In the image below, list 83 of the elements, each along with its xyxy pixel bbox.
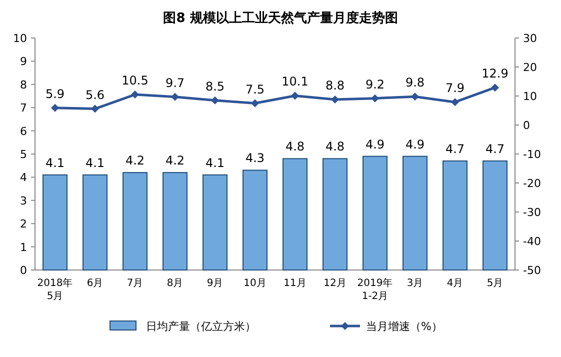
point — [451, 98, 459, 106]
data-label: 7.9 — [445, 81, 465, 96]
y2-tick-label: -20 — [523, 177, 541, 190]
data-label: 4.9 — [405, 137, 425, 152]
x-tick-label: 5月 — [486, 278, 504, 289]
point — [51, 104, 59, 112]
point — [91, 104, 99, 113]
data-label: 12.9 — [482, 66, 508, 81]
bar — [442, 160, 468, 270]
data-label: 4.2 — [125, 154, 145, 168]
x-tick-label: 7月 — [126, 278, 144, 289]
bar — [122, 172, 148, 270]
x-tick-label: 10月 — [244, 278, 266, 289]
bar — [42, 174, 68, 270]
data-label: 7.5 — [245, 82, 265, 96]
x-tick-label: 2019年 1-2月 — [357, 277, 393, 302]
y-tick-label: 2 — [20, 218, 27, 231]
y2-tick-label: -50 — [523, 264, 541, 277]
data-label: 4.7 — [445, 142, 465, 156]
y-tick-label: 0 — [20, 264, 27, 277]
data-label: 8.5 — [205, 79, 225, 94]
y2-tick-label: -30 — [523, 206, 541, 219]
data-label: 4.8 — [285, 140, 305, 154]
data-label: 4.1 — [205, 156, 225, 170]
x-tick-label: 6月 — [86, 278, 104, 289]
y-tick-label: 6 — [20, 124, 27, 138]
point — [251, 99, 259, 108]
y-tick-label: 1 — [20, 240, 27, 254]
point — [411, 92, 419, 101]
data-label: 9.7 — [165, 76, 185, 90]
y-tick-label: 10 — [13, 32, 27, 45]
bar — [162, 172, 188, 270]
y-tick-label: 4 — [20, 171, 27, 184]
data-label: 4.9 — [365, 137, 385, 152]
y-tick-label: 3 — [20, 194, 27, 208]
x-tick-label: 11月 — [284, 278, 306, 289]
point — [371, 94, 379, 102]
x-tick-label: 9月 — [206, 278, 224, 289]
bar — [362, 156, 388, 270]
y2-tick-label: 30 — [523, 32, 537, 45]
data-label: 4.1 — [85, 156, 105, 170]
data-label: 5.9 — [45, 86, 65, 101]
data-label: 10.1 — [282, 74, 308, 89]
point — [291, 92, 299, 100]
y2-tick-label: -40 — [523, 235, 541, 248]
y2-tick-label: 0 — [523, 119, 530, 132]
data-label: 5.6 — [85, 88, 105, 102]
y-tick-label: 5 — [20, 148, 27, 161]
x-tick-label: 8月 — [166, 278, 184, 289]
y-tick-label: 7 — [20, 102, 27, 115]
legend-label: 日均产量（亿立方米） — [146, 320, 256, 333]
chart-title: 图8 规模以上工业天然气产量月度走势图 — [163, 10, 398, 26]
data-label: 4.7 — [485, 142, 505, 156]
bar — [82, 174, 108, 270]
y-tick-label: 9 — [20, 55, 27, 68]
y-tick-label: 8 — [20, 78, 27, 92]
bar — [202, 174, 228, 270]
data-label: 9.8 — [405, 76, 425, 90]
data-label: 4.8 — [325, 140, 345, 154]
point — [211, 96, 219, 104]
x-tick-label: 12月 — [324, 278, 346, 289]
data-label: 8.8 — [325, 78, 345, 92]
y2-tick-label: 20 — [523, 61, 537, 74]
data-label: 4.2 — [165, 154, 185, 168]
data-label: 9.2 — [365, 77, 385, 92]
y2-tick-label: -10 — [523, 148, 541, 161]
bar — [402, 156, 428, 270]
data-label: 4.3 — [245, 151, 265, 166]
point — [331, 95, 339, 104]
data-label: 10.5 — [122, 74, 148, 88]
bar — [322, 158, 348, 270]
x-tick-label: 4月 — [446, 278, 464, 289]
point — [131, 90, 139, 99]
bar — [242, 170, 268, 270]
point — [491, 84, 499, 92]
x-tick-label: 3月 — [406, 278, 424, 289]
y2-tick-label: 10 — [523, 90, 537, 103]
legend-label: 当月增速（%） — [366, 320, 442, 333]
data-label: 4.1 — [45, 156, 65, 170]
point — [171, 92, 179, 101]
bar — [482, 160, 508, 270]
x-tick-label: 2018年 5月 — [37, 277, 73, 302]
bar — [282, 158, 308, 270]
